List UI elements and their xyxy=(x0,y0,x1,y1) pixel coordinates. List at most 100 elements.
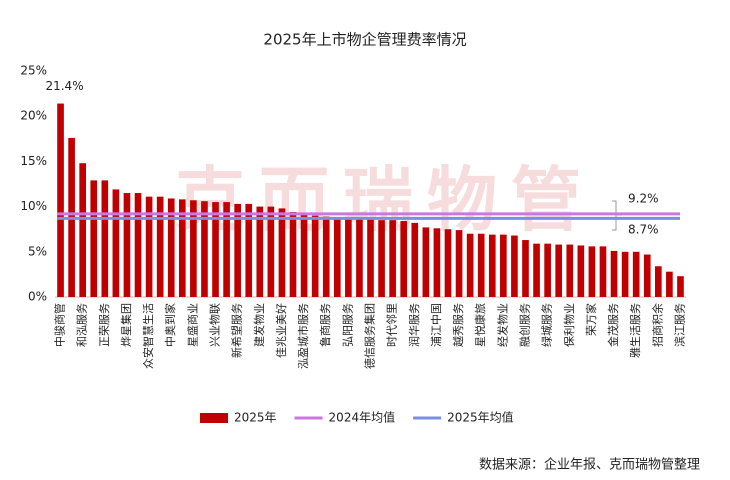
bar xyxy=(112,189,120,297)
x-tick-label: 滨江服务 xyxy=(672,303,686,347)
y-tick-label: 15% xyxy=(20,154,47,168)
bar xyxy=(544,243,551,297)
bracket xyxy=(612,200,622,231)
bar xyxy=(621,251,629,297)
bar xyxy=(90,180,98,297)
bar xyxy=(511,235,518,297)
bar xyxy=(566,244,574,297)
x-tick-label: 中骏商管 xyxy=(53,303,67,347)
x-tick-label: 荣万家 xyxy=(584,303,598,336)
bar xyxy=(311,215,319,297)
x-tick-label: 金茂服务 xyxy=(606,303,620,347)
bar xyxy=(411,222,419,297)
bar xyxy=(588,246,596,297)
y-tick-label: 20% xyxy=(20,109,47,123)
watermark: 克而瑞物管 xyxy=(175,159,595,241)
bar xyxy=(389,220,396,297)
bar xyxy=(345,218,352,297)
bar xyxy=(356,219,363,297)
y-tick-label: 25% xyxy=(20,64,47,78)
bar xyxy=(444,229,452,297)
bar xyxy=(643,254,651,297)
x-tick-label: 越秀服务 xyxy=(451,303,465,347)
source: 数据来源：企业年报、克而瑞物管整理 xyxy=(479,457,700,473)
x-tick-label: 招商积余 xyxy=(650,303,664,347)
x-tick-label: 建发物业 xyxy=(252,303,266,347)
bar xyxy=(201,201,208,297)
bar xyxy=(488,234,496,297)
x-tick-label: 润华服务 xyxy=(407,303,421,347)
bar xyxy=(322,216,330,297)
x-tick-label: 德信服务集团 xyxy=(363,303,377,369)
bar xyxy=(433,228,441,297)
bar xyxy=(234,203,241,297)
x-tick-label: 鲁商服务 xyxy=(318,303,332,347)
x-tick-label: 经发物业 xyxy=(495,303,509,347)
bar xyxy=(666,271,673,297)
bar xyxy=(223,202,230,297)
x-tick-label: 保利物业 xyxy=(562,303,576,347)
bar xyxy=(422,227,430,297)
bar xyxy=(599,246,607,297)
x-tick-label: 兴业物联 xyxy=(208,303,222,347)
bar xyxy=(533,243,540,297)
x-tick-label: 星悦康旅 xyxy=(473,303,487,347)
x-tick-label: 佳兆业美好 xyxy=(274,303,288,358)
bar xyxy=(500,234,507,297)
reference-label: 8.7% xyxy=(628,223,659,237)
legend-label: 2024年均值 xyxy=(329,410,396,425)
bar xyxy=(610,250,618,297)
bar xyxy=(178,199,186,297)
bar xyxy=(245,203,253,297)
x-tick-label: 浦江中国 xyxy=(430,303,443,347)
data-label: 21.4% xyxy=(45,79,83,93)
bar xyxy=(278,208,286,297)
bar xyxy=(632,251,640,297)
bar xyxy=(400,221,408,297)
x-tick-label: 和泓服务 xyxy=(75,303,89,347)
x-tick-label: 星盛商业 xyxy=(185,303,199,347)
bar xyxy=(167,198,175,297)
x-tick-label: 绿城服务 xyxy=(540,303,554,347)
y-tick-label: 10% xyxy=(20,199,47,213)
bar xyxy=(267,206,275,297)
x-tick-label: 烨星集团 xyxy=(119,303,133,347)
legend-label: 2025年 xyxy=(234,411,277,425)
bar xyxy=(145,196,153,297)
bar xyxy=(577,245,585,297)
bar xyxy=(190,200,197,297)
bar xyxy=(677,276,684,297)
bar xyxy=(378,220,385,297)
legend-label: 2025年均值 xyxy=(447,410,514,425)
bar xyxy=(101,180,109,297)
x-tick-label: 弘阳服务 xyxy=(341,303,354,347)
y-tick-label: 0% xyxy=(28,290,47,304)
legend-swatch xyxy=(200,413,228,423)
x-tick-label: 众安智慧生活 xyxy=(141,303,155,369)
bar xyxy=(79,163,86,297)
x-tick-label: 正荣服务 xyxy=(98,303,111,347)
bar xyxy=(522,240,529,297)
x-tick-label: 融创服务 xyxy=(518,303,531,347)
bar xyxy=(212,202,219,297)
bar xyxy=(333,217,341,297)
bar xyxy=(455,230,463,297)
bar xyxy=(256,206,264,297)
bar xyxy=(655,266,662,297)
bar xyxy=(555,244,563,297)
y-tick-label: 5% xyxy=(28,244,47,258)
bar xyxy=(466,233,474,297)
bar xyxy=(300,213,308,297)
bar xyxy=(123,193,131,297)
x-tick-label: 雅生活服务 xyxy=(628,303,642,358)
bar xyxy=(477,233,485,297)
bar xyxy=(367,219,374,297)
bar xyxy=(57,103,64,297)
bar xyxy=(289,212,297,297)
reference-label: 9.2% xyxy=(628,192,659,206)
chart-title: 2025年上市物企管理费率情况 xyxy=(263,31,466,49)
x-tick-label: 新希望服务 xyxy=(230,303,244,358)
bar xyxy=(134,193,142,297)
x-tick-label: 泓盈城市服务 xyxy=(296,303,310,369)
